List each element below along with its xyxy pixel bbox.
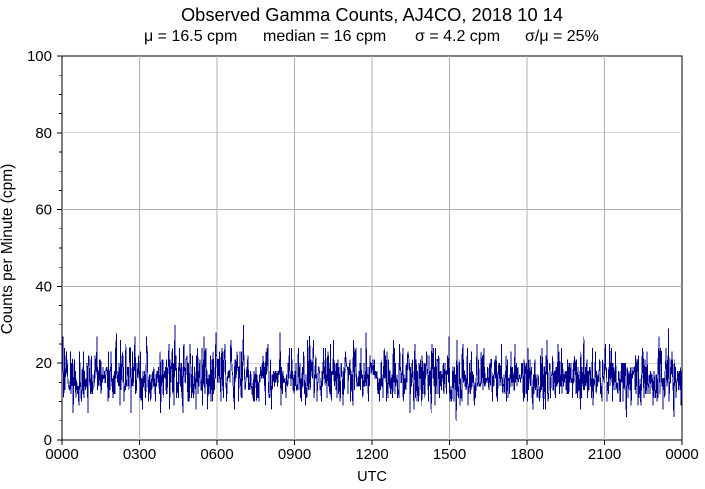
svg-text:2100: 2100 bbox=[588, 446, 621, 463]
svg-text:0300: 0300 bbox=[123, 446, 156, 463]
svg-text:40: 40 bbox=[35, 278, 52, 295]
svg-text:100: 100 bbox=[27, 48, 52, 65]
svg-text:0600: 0600 bbox=[200, 446, 233, 463]
svg-text:0000: 0000 bbox=[45, 446, 78, 463]
svg-text:0900: 0900 bbox=[278, 446, 311, 463]
svg-text:1200: 1200 bbox=[355, 446, 388, 463]
svg-text:1800: 1800 bbox=[510, 446, 543, 463]
svg-text:80: 80 bbox=[35, 125, 52, 142]
svg-text:20: 20 bbox=[35, 355, 52, 372]
svg-text:0000: 0000 bbox=[665, 446, 698, 463]
svg-text:1500: 1500 bbox=[433, 446, 466, 463]
svg-text:60: 60 bbox=[35, 202, 52, 219]
